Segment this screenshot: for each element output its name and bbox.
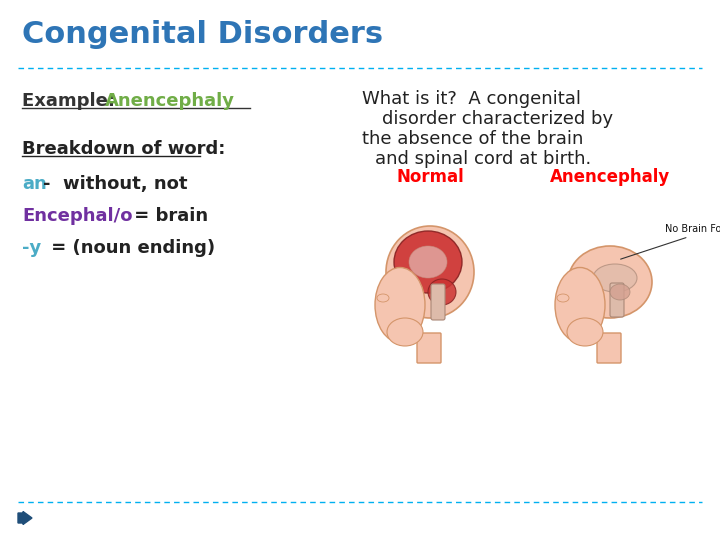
Text: Congenital Disorders: Congenital Disorders <box>22 20 383 49</box>
Ellipse shape <box>386 226 474 318</box>
Ellipse shape <box>394 231 462 293</box>
FancyBboxPatch shape <box>431 284 445 320</box>
Ellipse shape <box>428 279 456 305</box>
Text: -y: -y <box>22 239 41 257</box>
Ellipse shape <box>377 294 389 302</box>
Text: = brain: = brain <box>128 207 208 225</box>
Ellipse shape <box>557 294 569 302</box>
FancyBboxPatch shape <box>610 283 624 317</box>
Text: Normal: Normal <box>396 168 464 186</box>
Text: Anencephaly: Anencephaly <box>550 168 670 186</box>
Ellipse shape <box>610 284 630 300</box>
Text: Anencephaly: Anencephaly <box>105 92 235 110</box>
FancyBboxPatch shape <box>597 333 621 363</box>
Text: an: an <box>22 175 47 193</box>
Text: the absence of the brain: the absence of the brain <box>362 130 583 148</box>
Ellipse shape <box>593 264 637 292</box>
Text: and spinal cord at birth.: and spinal cord at birth. <box>375 150 591 168</box>
Ellipse shape <box>568 246 652 318</box>
Text: No Brain Formation: No Brain Formation <box>621 224 720 259</box>
Text: What is it?  A congenital: What is it? A congenital <box>362 90 581 108</box>
Ellipse shape <box>567 318 603 346</box>
Ellipse shape <box>375 267 425 342</box>
Text: Encephal/o: Encephal/o <box>22 207 132 225</box>
Text: -  without, not: - without, not <box>43 175 187 193</box>
Ellipse shape <box>409 246 447 278</box>
Text: Example:: Example: <box>22 92 127 110</box>
FancyBboxPatch shape <box>417 333 441 363</box>
Ellipse shape <box>387 318 423 346</box>
Text: disorder characterized by: disorder characterized by <box>382 110 613 128</box>
Text: = (noun ending): = (noun ending) <box>45 239 215 257</box>
Text: Breakdown of word:: Breakdown of word: <box>22 140 225 158</box>
FancyArrow shape <box>18 511 32 524</box>
Ellipse shape <box>555 267 605 342</box>
